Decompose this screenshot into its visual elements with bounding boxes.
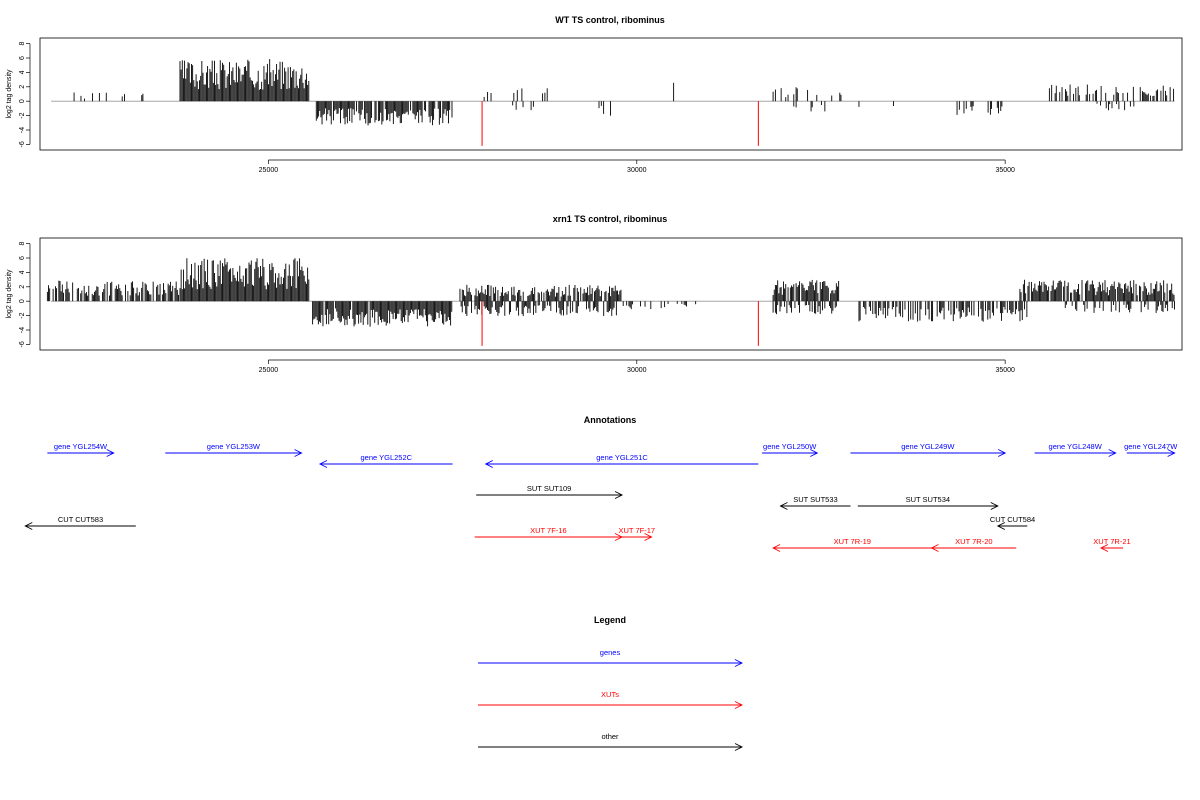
y-tick-label: 2 — [19, 285, 26, 289]
x-tick-label: 30000 — [627, 367, 647, 374]
legend-arrow-xut — [478, 701, 744, 709]
panel-wt-title: WT TS control, ribominus — [555, 15, 665, 25]
annotation-label: gene YGL252C — [360, 453, 412, 462]
annotations-title: Annotations — [584, 415, 637, 425]
annotation-label: gene YGL251C — [596, 453, 648, 462]
panel-xrn1-frame — [39, 237, 1183, 351]
x-tick-label: 25000 — [259, 167, 279, 174]
panel-xrn1-axes: -6 -4 -2 0 2 4 6 8 25000 30000 35000 — [19, 242, 1015, 374]
legend-title: Legend — [594, 615, 626, 625]
annotation-label: gene YGL249W — [901, 442, 955, 451]
y-tick-label: 8 — [19, 42, 26, 46]
panel-xrn1-bars — [46, 258, 1175, 346]
annotation-label: SUT SUT109 — [527, 484, 571, 493]
panel-wt-ylabel: log2 tag density — [6, 69, 13, 119]
annotation-label: XUT 7R-20 — [955, 537, 992, 546]
x-tick-label: 35000 — [995, 167, 1015, 174]
legend-items: genes XUTs other — [478, 648, 744, 751]
annotation-label: XUT 7R-21 — [1093, 537, 1130, 546]
annotation-arrow — [1034, 449, 1117, 457]
annotation-label: SUT SUT533 — [793, 495, 837, 504]
y-tick-label: -4 — [19, 327, 26, 333]
annotation-features: gene YGL254W gene YGL253W gene YGL252C gene… — [24, 442, 1178, 552]
y-tick-label: -6 — [19, 141, 26, 147]
legend: Legend genes XUTs other — [478, 615, 744, 751]
annotation-arrow — [622, 533, 653, 541]
annotation-arrow — [1099, 544, 1124, 552]
y-tick-label: 4 — [19, 70, 26, 74]
annotation-label: XUT 7R-19 — [834, 537, 871, 546]
annotation-label: CUT CUT584 — [990, 515, 1035, 524]
annotation-arrow — [47, 449, 115, 457]
annotation-label: gene YGL253W — [207, 442, 261, 451]
annotation-arrow — [762, 449, 819, 457]
x-tick-label: 25000 — [259, 367, 279, 374]
annotation-label: gene YGL254W — [54, 442, 108, 451]
annotation-label: gene YGL247W — [1124, 442, 1178, 451]
y-tick-label: 6 — [19, 256, 26, 260]
annotation-label: XUT 7F-16 — [530, 526, 567, 535]
annotation-arrow — [484, 460, 759, 468]
annotation-arrow — [850, 449, 1007, 457]
panel-xrn1-ylabel: log2 tag density — [6, 269, 13, 319]
panel-wt: WT TS control, ribominus log2 tag densit… — [6, 15, 1183, 174]
annotation-arrow — [1126, 449, 1176, 457]
legend-arrow-gene — [478, 659, 744, 667]
panel-wt-bars — [51, 59, 1175, 146]
x-tick-label: 35000 — [995, 367, 1015, 374]
annotations-track: Annotations gene YGL254W gene YGL253Wgene… — [24, 415, 1178, 552]
legend-arrow-other — [478, 743, 744, 751]
annotation-arrow — [996, 522, 1028, 530]
annotation-arrow — [772, 544, 932, 552]
annotation-label: XUT 7F-17 — [619, 526, 656, 535]
y-tick-label: 4 — [19, 270, 26, 274]
y-tick-label: -6 — [19, 341, 26, 347]
annotation-arrow — [857, 502, 999, 510]
panel-wt-axes: -6 -4 -2 0 2 4 6 8 25000 30000 35000 — [19, 42, 1015, 174]
annotation-label: gene YGL250W — [763, 442, 817, 451]
panel-xrn1: xrn1 TS control, ribominus log2 tag dens… — [6, 214, 1183, 374]
y-tick-label: 8 — [19, 242, 26, 246]
x-tick-label: 30000 — [627, 167, 647, 174]
annotation-arrow — [318, 460, 453, 468]
annotation-arrow — [24, 522, 136, 530]
annotation-label: gene YGL248W — [1049, 442, 1103, 451]
y-tick-label: -4 — [19, 127, 26, 133]
annotation-arrow — [165, 449, 303, 457]
y-tick-label: 6 — [19, 56, 26, 60]
y-tick-label: -2 — [19, 112, 26, 118]
legend-label: other — [601, 732, 619, 741]
annotation-label: SUT SUT534 — [906, 495, 950, 504]
annotation-arrow — [779, 502, 851, 510]
y-tick-label: 0 — [19, 99, 26, 103]
panel-wt-frame — [39, 37, 1183, 151]
y-tick-label: 0 — [19, 299, 26, 303]
y-tick-label: 2 — [19, 85, 26, 89]
legend-label: genes — [600, 648, 621, 657]
legend-label: XUTs — [601, 690, 619, 699]
annotation-arrow — [476, 491, 624, 499]
annotation-arrow — [930, 544, 1017, 552]
panel-xrn1-title: xrn1 TS control, ribominus — [553, 214, 668, 224]
y-tick-label: -2 — [19, 312, 26, 318]
annotation-label: CUT CUT583 — [58, 515, 103, 524]
